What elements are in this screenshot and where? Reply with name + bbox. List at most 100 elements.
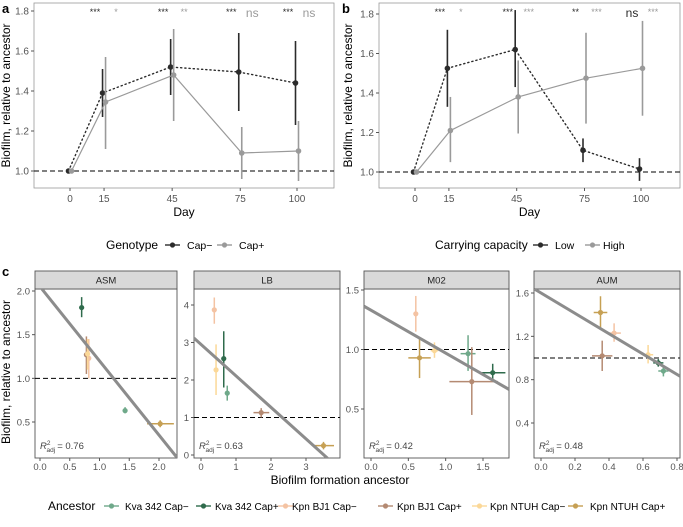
data-point <box>416 355 423 361</box>
data-point <box>444 65 451 72</box>
x-tick-label: 0.5 <box>63 462 76 473</box>
x-axis-label: Day <box>519 205 540 219</box>
facet-strip <box>34 270 178 290</box>
data-point <box>238 150 245 156</box>
facet-title: ASM <box>96 276 117 287</box>
data-point <box>413 169 420 175</box>
data-point <box>580 147 586 154</box>
legend-key-dot <box>537 242 544 248</box>
y-tick-label: 1.2 <box>516 332 529 343</box>
r2-sup: 2 <box>206 440 210 447</box>
r2-sub: adj <box>206 447 215 454</box>
legend-key-dot <box>169 242 176 248</box>
data-point <box>660 368 667 374</box>
x-tick-label: 45 <box>511 194 523 205</box>
facet-title: LB <box>261 276 273 287</box>
significance-label: *** <box>158 7 169 17</box>
facet-content <box>364 295 509 415</box>
data-point <box>79 304 85 311</box>
data-point <box>583 75 589 81</box>
plot-area <box>363 288 510 459</box>
r2-sub: adj <box>546 447 555 454</box>
facet-strip <box>533 270 681 290</box>
x-tick-label: 0.0 <box>364 462 377 473</box>
y-tick-label: 4 <box>184 301 189 312</box>
x-axis-label: Day <box>173 205 194 219</box>
legend-key-dot <box>572 503 579 509</box>
x-tick-label: 0.4 <box>602 462 615 473</box>
data-point <box>167 64 174 70</box>
r2-sub: adj <box>47 447 56 454</box>
plot-area <box>33 2 335 189</box>
regression-line <box>534 289 680 378</box>
significance-label: ** <box>572 7 580 17</box>
y-tick-label: 0 <box>184 451 189 462</box>
significance-label: * <box>459 7 463 17</box>
r2-symbol: R <box>369 441 376 452</box>
r2-symbol: R <box>199 441 206 452</box>
data-point <box>99 90 106 96</box>
r2-annotation: R2 adj = 0.76 <box>40 440 84 454</box>
y-tick-label: 1.0 <box>346 345 359 356</box>
legend-key-dot <box>221 242 228 248</box>
significance-label: *** <box>648 7 659 17</box>
significance-label: *** <box>435 7 446 17</box>
data-point <box>636 166 643 172</box>
x-tick-label: 0.0 <box>534 462 547 473</box>
legend-label: Kpn BJ1 Cap− <box>292 502 357 513</box>
r2-sup: 2 <box>376 440 380 447</box>
panel-a: 1.0 1.2 1.4 1.6 1.8 0 15 45 75 100 Day Biofilm, rel… <box>0 2 335 252</box>
x-tick-label: 100 <box>289 194 306 205</box>
legend-label: Cap− <box>187 240 212 252</box>
y-tick-label: 1.6 <box>15 47 29 58</box>
y-tick-label: 0.8 <box>516 375 529 386</box>
x-tick-label: 0 <box>67 194 73 205</box>
legend-key-dot <box>589 242 596 248</box>
panel-b: 1.0 1.2 1.4 1.6 1.8 0 15 45 75 100 Day Biofilm, rel… <box>341 2 681 252</box>
y-tick-label: 2.0 <box>17 287 30 298</box>
data-point <box>490 370 496 376</box>
panel-label: b <box>342 1 350 16</box>
significance-label: ns <box>303 6 316 20</box>
data-point <box>295 148 302 154</box>
significance-label: ns <box>246 6 259 20</box>
y-tick-label: 1.6 <box>360 49 374 60</box>
data-point <box>320 443 327 449</box>
facet-content <box>194 297 340 458</box>
plot-area <box>378 2 681 189</box>
r2-symbol: R <box>539 441 546 452</box>
legend-key-dot <box>282 503 289 509</box>
r2-value: = 0.63 <box>216 441 243 452</box>
regression-line <box>39 289 177 458</box>
y-tick-label: 1.6 <box>516 289 529 300</box>
data-point <box>597 309 604 316</box>
data-point <box>292 80 299 86</box>
significance-label: ** <box>181 7 189 17</box>
legend-label: Kva 342 Cap− <box>125 502 189 513</box>
plot-area <box>193 288 341 459</box>
y-axis-label: Biofilm, relative to ancestor <box>0 23 13 167</box>
data-point <box>170 72 177 78</box>
data-point <box>211 307 217 313</box>
y-tick-label: 3 <box>184 338 189 349</box>
r2-sup: 2 <box>546 440 550 447</box>
data-point <box>465 351 471 357</box>
legend-label: Kva 342 Cap+ <box>215 502 279 513</box>
legend-label: Cap+ <box>239 240 264 252</box>
x-tick-label: 1.5 <box>476 462 489 473</box>
legend-label: Kpn BJ1 Cap+ <box>397 502 462 513</box>
plot-area <box>533 288 681 459</box>
data-point <box>599 353 605 359</box>
y-tick-label: 2 <box>184 376 189 387</box>
data-point <box>122 408 128 414</box>
x-tick-label: 1.0 <box>93 462 106 473</box>
significance-label: *** <box>502 7 513 17</box>
x-tick-label: 0.0 <box>33 462 46 473</box>
data-point <box>157 421 163 427</box>
legend-key-dot <box>108 503 115 509</box>
y-tick-label: 1.8 <box>15 7 29 18</box>
x-tick-label: 0.2 <box>568 462 581 473</box>
facet-content <box>35 289 177 458</box>
r2-value: = 0.76 <box>57 441 84 452</box>
